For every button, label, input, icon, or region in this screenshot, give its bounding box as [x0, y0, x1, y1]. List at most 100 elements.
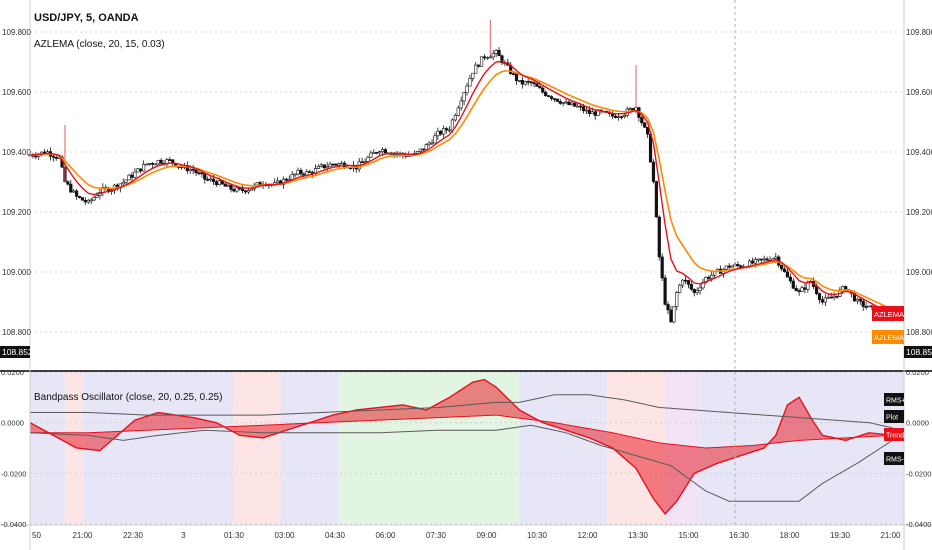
candle-body	[168, 159, 172, 161]
candle-body	[823, 297, 827, 303]
candle-body	[820, 299, 825, 303]
candle-body	[442, 128, 446, 135]
candle-body	[235, 187, 239, 192]
candle-body	[780, 264, 784, 270]
candle-body	[485, 57, 489, 59]
candle-body	[456, 107, 460, 116]
osc-y-tick-label: -0.0200	[1, 469, 26, 478]
candle-body	[672, 306, 676, 323]
x-tick-label: 16:30	[729, 531, 750, 540]
candle-body	[377, 151, 382, 154]
candle-body	[77, 196, 82, 198]
osc-legend-tag	[884, 452, 904, 465]
azlema-tag-label: AZLEMA	[874, 310, 904, 319]
osc-y-tick-label: 0.0200	[906, 368, 929, 377]
candle-body	[552, 98, 556, 100]
candle-body	[782, 268, 787, 273]
candle-body	[325, 166, 329, 169]
candle-body	[66, 181, 70, 185]
candle-body	[319, 164, 323, 167]
candle-body	[127, 174, 131, 181]
candle-body	[581, 106, 586, 112]
candle-body	[206, 179, 210, 181]
candle-body	[666, 304, 670, 311]
candle-body	[817, 293, 822, 300]
candle-body	[243, 190, 248, 193]
x-tick-label: 03:00	[274, 531, 295, 540]
candle-body	[482, 56, 487, 59]
candle-body	[541, 87, 545, 93]
candle-body	[584, 109, 589, 112]
candle-body	[657, 216, 661, 258]
candle-body	[296, 169, 300, 175]
candle-body	[217, 180, 221, 185]
candle-body	[855, 298, 859, 302]
candle-body	[92, 196, 96, 201]
candle-body	[762, 258, 766, 261]
candle-body	[51, 155, 55, 158]
azlema-tag	[872, 306, 904, 321]
candle-body	[418, 148, 422, 152]
candle-body	[724, 265, 728, 270]
candle-body	[331, 163, 335, 166]
candle-body	[226, 184, 230, 187]
candle-body	[430, 142, 434, 145]
candle-body	[698, 287, 702, 291]
candle-body	[794, 288, 798, 292]
candle-body	[133, 171, 137, 178]
candle-body	[144, 163, 149, 166]
x-tick-label: 04:30	[325, 531, 346, 540]
y-tick-label: 109.000	[2, 268, 31, 277]
session-band	[64, 372, 83, 524]
candle-body	[322, 164, 326, 169]
osc-y-tick-label: 0.0200	[1, 368, 24, 377]
candle-body	[302, 173, 306, 176]
candle-body	[692, 288, 696, 293]
y-tick-label: 109.800	[2, 28, 31, 37]
candle-body	[453, 115, 457, 121]
session-band	[30, 372, 65, 524]
azlema-ec-tag	[872, 330, 904, 344]
candle-body	[468, 78, 472, 87]
x-tick-label: 09:00	[476, 531, 497, 540]
candle-body	[628, 108, 632, 110]
candle-body	[616, 116, 621, 118]
candle-body	[826, 296, 830, 299]
candle-body	[209, 178, 213, 181]
candle-body	[500, 55, 504, 64]
candle-body	[829, 296, 833, 299]
candle-body	[730, 265, 734, 268]
osc-legend-tag	[884, 428, 904, 441]
candle-body	[695, 290, 699, 293]
osc-legend-label: RMS-	[886, 457, 905, 464]
right-price-badge	[904, 346, 932, 358]
osc-y-tick-label: 0.0000	[906, 419, 929, 428]
candle-body	[75, 190, 79, 197]
candle-body	[424, 144, 428, 150]
candle-body	[80, 197, 85, 201]
y-tick-label: 109.200	[2, 208, 31, 217]
candle-body	[150, 163, 154, 165]
x-tick-label: 12:00	[577, 531, 598, 540]
osc-legend-label: Trend	[886, 433, 904, 440]
x-tick-label: 19:30	[830, 531, 851, 540]
candle-body	[570, 102, 574, 106]
candle-body	[293, 173, 297, 176]
candle-body	[246, 189, 251, 193]
candle-body	[727, 265, 731, 268]
candle-body	[689, 284, 693, 290]
osc-y-tick-label: -0.0200	[906, 469, 931, 478]
candle-body	[646, 126, 650, 135]
session-band	[338, 372, 415, 524]
azlema-line	[29, 60, 893, 314]
candle-body	[188, 168, 192, 172]
candle-body	[337, 163, 341, 166]
series-trend	[30, 414, 893, 449]
candle-body	[832, 295, 836, 298]
candle-body	[83, 199, 87, 203]
indicator-label: AZLEMA (close, 20, 15, 0.03)	[34, 39, 165, 50]
candle-body	[663, 277, 667, 305]
candle-body	[229, 184, 233, 190]
candle-body	[785, 271, 790, 278]
